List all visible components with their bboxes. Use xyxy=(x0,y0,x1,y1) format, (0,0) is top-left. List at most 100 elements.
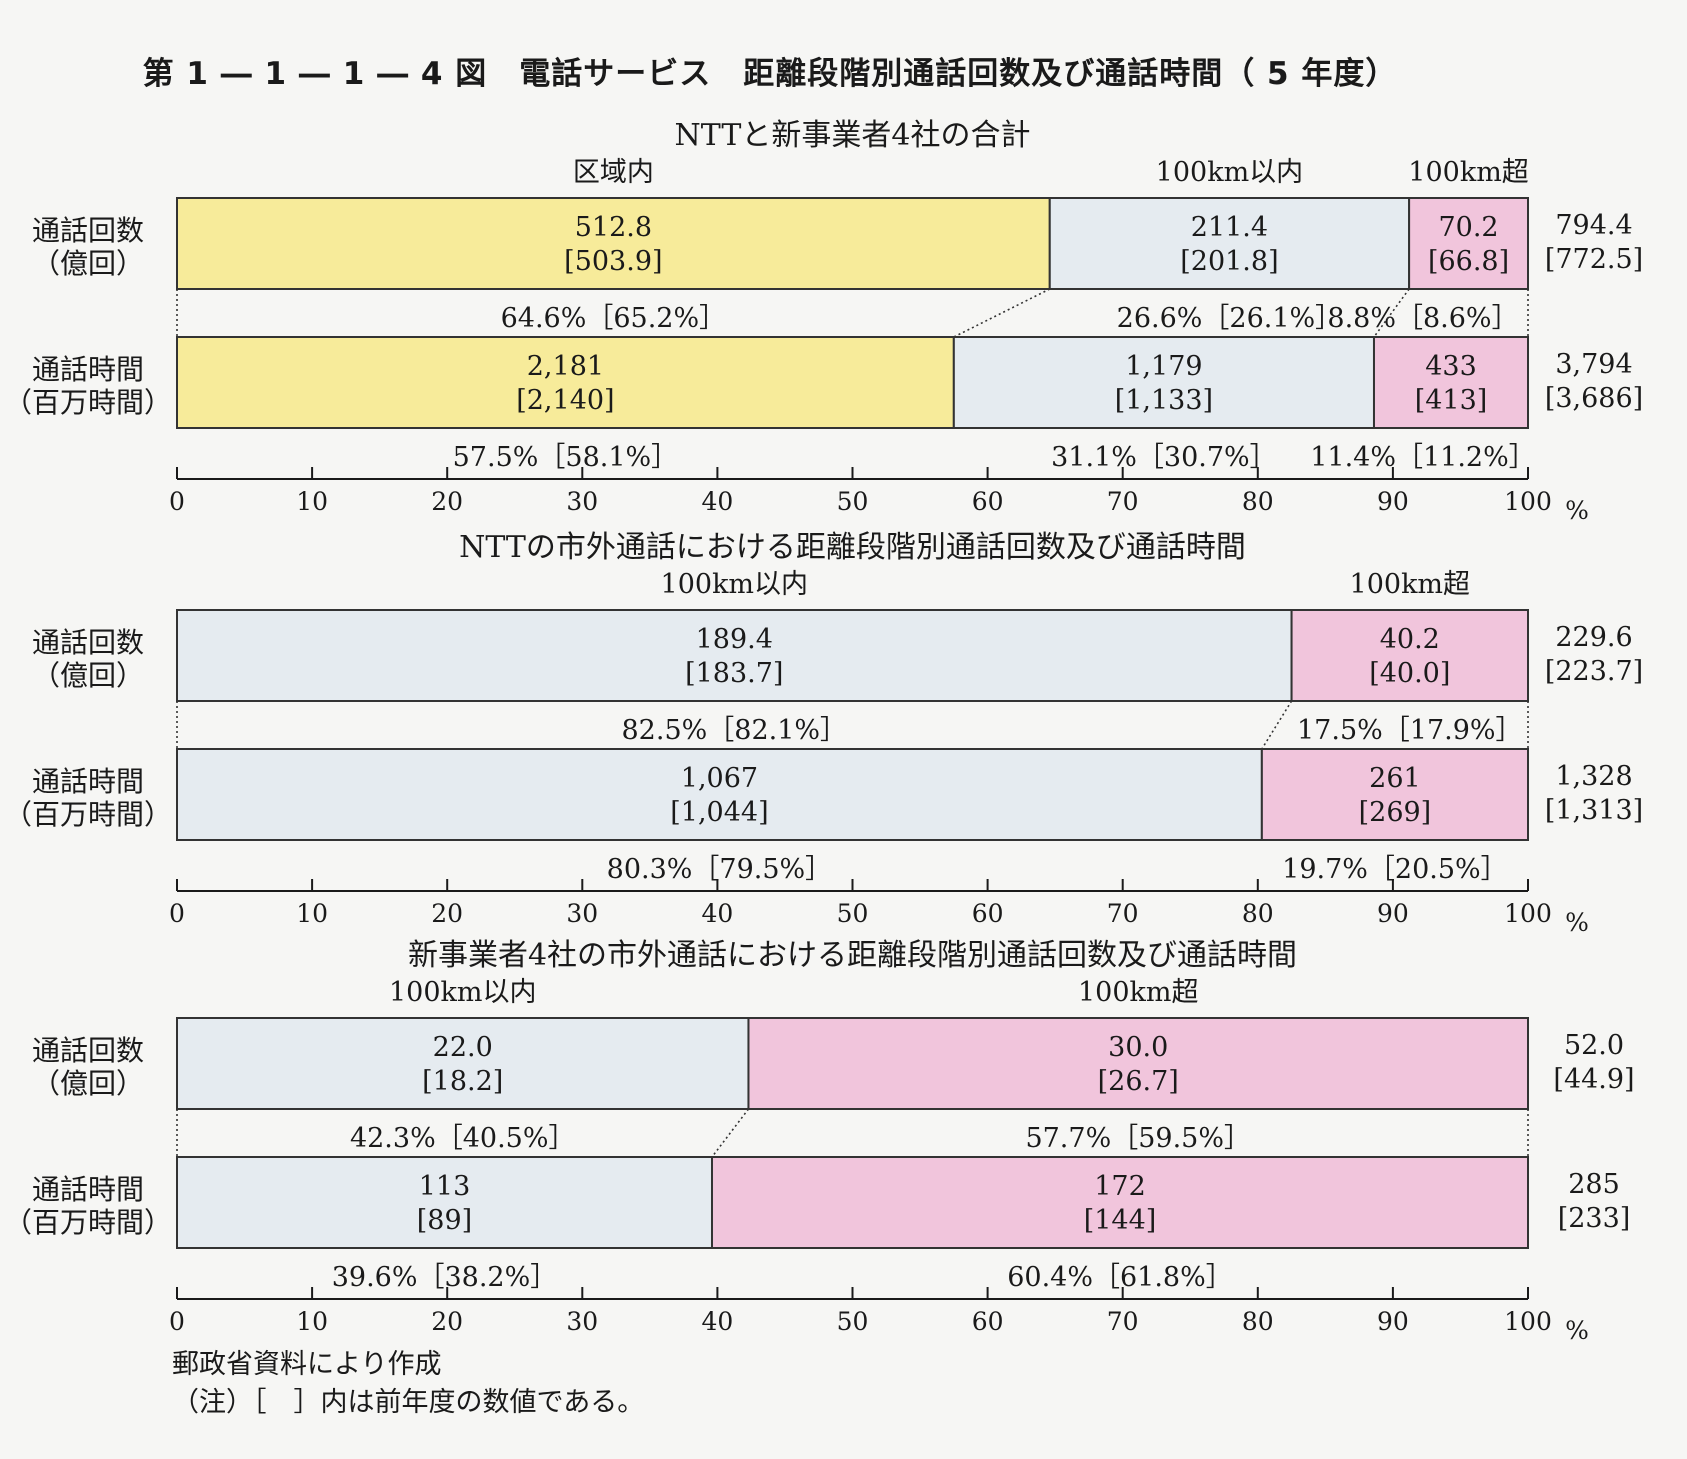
bar-value-label: 113 xyxy=(419,1171,471,1202)
row-total-prev: [1,313] xyxy=(1545,795,1643,826)
x-axis-tick-label: 100 xyxy=(1504,1307,1552,1336)
x-axis-unit: % xyxy=(1565,496,1589,525)
pct-label: 11.4%［11.2%］ xyxy=(1310,442,1536,473)
bar-value-label: 211.4 xyxy=(1191,212,1268,243)
x-axis-tick-label: 90 xyxy=(1377,1307,1409,1336)
x-axis-tick-label: 40 xyxy=(701,487,733,516)
bar-segment xyxy=(176,1017,750,1110)
x-axis-tick-label: 80 xyxy=(1242,487,1274,516)
pct-label: 57.5%［58.1%］ xyxy=(453,442,679,473)
x-axis-tick-label: 10 xyxy=(296,487,328,516)
bar-segment xyxy=(176,1156,713,1249)
x-axis-unit: % xyxy=(1565,1316,1589,1345)
row-total-prev: [44.9] xyxy=(1553,1064,1634,1095)
row-total-prev: [233] xyxy=(1558,1203,1631,1234)
row-label: 通話時間 xyxy=(32,765,144,798)
bar-segment xyxy=(176,609,1293,702)
bar-prev-label: [1,044] xyxy=(670,797,768,828)
x-axis-unit: % xyxy=(1565,908,1589,937)
x-axis-tick-label: 60 xyxy=(972,1307,1004,1336)
category-label: 100km以内 xyxy=(661,569,809,600)
row-total: 794.4 xyxy=(1555,210,1632,241)
bar-value-label: 433 xyxy=(1425,351,1477,382)
x-axis-tick-label: 90 xyxy=(1377,899,1409,928)
pct-label: 80.3%［79.5%］ xyxy=(607,854,833,885)
row-total: 1,328 xyxy=(1555,761,1632,792)
x-axis-tick-label: 90 xyxy=(1377,487,1409,516)
category-label: 100km以内 xyxy=(389,977,537,1008)
category-label: 100km以内 xyxy=(1156,157,1304,188)
pct-label: 19.7%［20.5%］ xyxy=(1282,854,1508,885)
row-label: 通話回数 xyxy=(32,1034,144,1067)
bar-prev-label: [66.8] xyxy=(1428,246,1509,277)
category-label: 区域内 xyxy=(573,157,654,188)
x-axis-tick-label: 30 xyxy=(566,1307,598,1336)
bar-value-label: 70.2 xyxy=(1438,212,1498,243)
pct-label: 60.4%［61.8%］ xyxy=(1007,1262,1233,1293)
bar-prev-label: [1,133] xyxy=(1115,385,1213,416)
bar-prev-label: [183.7] xyxy=(685,658,783,689)
row-label: 通話時間 xyxy=(32,353,144,386)
bar-segment xyxy=(1408,197,1530,290)
bar-value-label: 1,179 xyxy=(1125,351,1202,382)
x-axis-tick-label: 20 xyxy=(431,487,463,516)
x-axis-tick-label: 0 xyxy=(169,487,185,516)
connector-line xyxy=(711,1108,750,1158)
bar-prev-label: [144] xyxy=(1084,1205,1157,1236)
x-axis-tick-label: 30 xyxy=(566,487,598,516)
bar-prev-label: [413] xyxy=(1415,385,1488,416)
row-label-unit: （百万時間） xyxy=(4,798,172,831)
row-label-unit: （百万時間） xyxy=(4,386,172,419)
x-axis-tick-label: 50 xyxy=(837,487,869,516)
x-axis-tick-label: 100 xyxy=(1504,487,1552,516)
pct-label: 39.6%［38.2%］ xyxy=(332,1262,558,1293)
bar-segment xyxy=(952,336,1375,429)
category-label: 100km超 xyxy=(1408,157,1529,188)
bar-value-label: 261 xyxy=(1369,763,1421,794)
footnote: （注）［ ］内は前年度の数値である。 xyxy=(172,1387,645,1418)
bar-segment xyxy=(176,336,955,429)
figure-title: 第 1 ― 1 ― 1 ― 4 図 電話サービス 距離段階別通話回数及び通話時間… xyxy=(142,56,1398,92)
category-label: 100km超 xyxy=(1078,977,1199,1008)
panel-title: NTTと新事業者4社の合計 xyxy=(675,118,1031,153)
bar-segment xyxy=(1290,609,1529,702)
x-axis-tick-label: 0 xyxy=(169,1307,185,1336)
row-total: 3,794 xyxy=(1555,349,1632,380)
pct-label: 8.8%［8.6%］ xyxy=(1327,303,1518,334)
x-axis-tick-label: 50 xyxy=(837,1307,869,1336)
row-total-prev: [223.7] xyxy=(1545,656,1643,687)
x-axis-tick-label: 80 xyxy=(1242,1307,1274,1336)
x-axis-tick-label: 60 xyxy=(972,487,1004,516)
panel-title: 新事業者4社の市外通話における距離段階別通話回数及び通話時間 xyxy=(408,938,1297,973)
pct-label: 17.5%［17.9%］ xyxy=(1297,715,1523,746)
bar-prev-label: [269] xyxy=(1359,797,1432,828)
row-total-prev: [3,686] xyxy=(1545,383,1643,414)
row-total: 285 xyxy=(1568,1169,1620,1200)
row-label-unit: （億回） xyxy=(32,247,144,280)
pct-label: 82.5%［82.1%］ xyxy=(622,715,848,746)
connector-line xyxy=(953,288,1051,338)
row-total: 52.0 xyxy=(1564,1030,1624,1061)
x-axis-tick-label: 0 xyxy=(169,899,185,928)
bar-segment xyxy=(710,1156,1529,1249)
bar-value-label: 512.8 xyxy=(575,212,652,243)
pct-label: 42.3%［40.5%］ xyxy=(350,1123,576,1154)
x-axis-tick-label: 40 xyxy=(701,1307,733,1336)
bar-prev-label: [40.0] xyxy=(1369,658,1450,689)
bar-value-label: 172 xyxy=(1094,1171,1146,1202)
bar-value-label: 22.0 xyxy=(433,1032,493,1063)
pct-label: 64.6%［65.2%］ xyxy=(501,303,727,334)
bar-segment xyxy=(1048,197,1411,290)
bar-prev-label: [503.9] xyxy=(564,246,662,277)
x-axis-tick-label: 70 xyxy=(1107,899,1139,928)
x-axis-tick-label: 100 xyxy=(1504,899,1552,928)
bar-prev-label: [18.2] xyxy=(422,1066,503,1097)
panel-title: NTTの市外通話における距離段階別通話回数及び通話時間 xyxy=(459,530,1246,565)
x-axis-tick-label: 60 xyxy=(972,899,1004,928)
bar-value-label: 40.2 xyxy=(1380,624,1440,655)
row-label-unit: （億回） xyxy=(32,1067,144,1100)
x-axis-tick-label: 20 xyxy=(431,1307,463,1336)
bar-segment xyxy=(747,1017,1529,1110)
x-axis-tick-label: 10 xyxy=(296,899,328,928)
